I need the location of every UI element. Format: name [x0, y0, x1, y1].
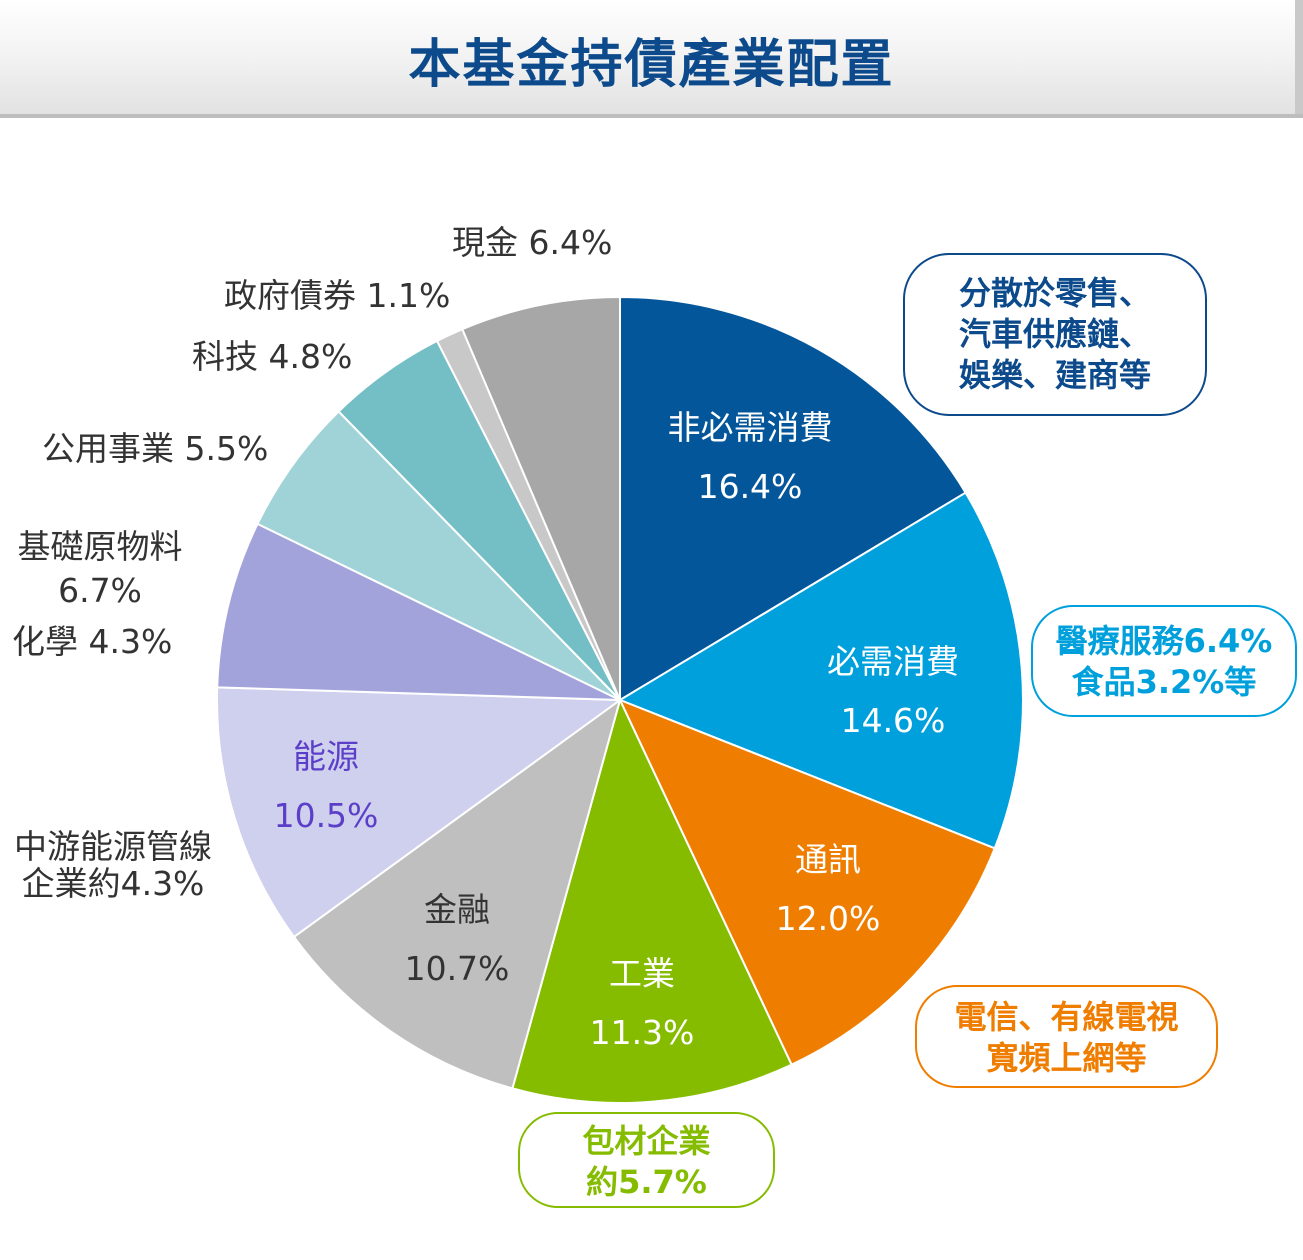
slice-pct-government: 1.1% [366, 276, 451, 315]
slice-label-financials: 金融 10.7% [405, 893, 510, 985]
pie-slice-consumer-staples [619, 491, 1024, 850]
slice-pct-financials: 10.7% [404, 949, 510, 988]
slice-name-telecom: 通訊 [795, 840, 861, 879]
callout-telecom-line-1: 電信、有線電視 [954, 998, 1179, 1036]
callout-consumer-disc-line-3: 娛樂、建商等 [958, 356, 1151, 394]
slice-pct-energy: 10.5% [273, 796, 379, 835]
slice-pct-consumer-disc: 16.4% [697, 467, 803, 506]
slice-pct-utilities: 5.5% [184, 429, 269, 468]
slice-name-technology: 科技 [192, 337, 258, 376]
pie-slice-energy [216, 686, 621, 938]
slice-label-energy: 能源 10.5% [274, 740, 379, 832]
slice-name-materials: 基礎原物料 [17, 527, 183, 566]
midstream-line-1: 中游能源管線 [14, 827, 212, 866]
slice-label-industrials: 工業 11.3% [590, 957, 695, 1049]
slice-pct-telecom: 12.0% [775, 899, 881, 938]
slice-pct-materials: 6.7% [58, 571, 142, 610]
banner-shadow [1295, 0, 1303, 114]
slice-name-consumer-staples: 必需消費 [827, 642, 959, 681]
callout-consumer-staples: 醫療服務6.4% 食品3.2%等 [1031, 605, 1297, 717]
slice-name-utilities: 公用事業 [42, 429, 174, 468]
callout-industrials-line-2: 約5.7% [586, 1163, 707, 1201]
callout-industrials-line-1: 包材企業 [582, 1122, 711, 1160]
slice-name-financials: 金融 [424, 890, 490, 929]
chart-title: 本基金持債產業配置 [408, 35, 895, 95]
chemicals-label: 化學 4.3% [12, 622, 173, 661]
slice-pct-consumer-staples: 14.6% [840, 701, 946, 740]
callout-consumer-disc-line-1: 分散於零售、 [958, 274, 1151, 312]
callout-telecom-line-2: 寬頻上網等 [986, 1039, 1147, 1077]
pie-slice-financials [292, 699, 621, 1090]
pie-slice-consumer-disc [619, 296, 967, 701]
slice-label-cash: 現金 6.4% [452, 226, 612, 259]
slice-pct-cash: 6.4% [528, 223, 613, 262]
pie-slice-materials [216, 522, 621, 701]
slice-label-telecom: 通訊 12.0% [776, 843, 881, 935]
slice-name-cash: 現金 [452, 223, 518, 262]
pie-slice-utilities [256, 410, 621, 701]
callout-consumer-staples-line-1: 醫療服務6.4% [1055, 622, 1273, 660]
callout-industrials: 包材企業 約5.7% [518, 1112, 775, 1208]
callout-consumer-staples-line-2: 食品3.2%等 [1071, 663, 1257, 701]
callout-telecom: 電信、有線電視 寬頻上網等 [915, 985, 1218, 1088]
slice-pct-industrials: 11.3% [589, 1013, 695, 1052]
pie-slice-telecom [619, 699, 996, 1066]
slice-name-government: 政府債券 [224, 276, 356, 315]
midstream-line-2: 企業約4.3% [21, 864, 205, 903]
midstream-label: 中游能源管線 企業約4.3% [8, 830, 218, 900]
slice-label-technology: 科技 4.8% [192, 340, 352, 373]
slice-label-materials: 基礎原物料 6.7% [12, 530, 188, 607]
slice-pct-technology: 4.8% [268, 337, 353, 376]
pie-slice-industrials [511, 699, 793, 1104]
slice-label-government: 政府債券 1.1% [224, 279, 450, 312]
slice-name-industrials: 工業 [609, 954, 675, 993]
slice-name-energy: 能源 [293, 737, 359, 776]
callout-consumer-disc-line-2: 汽車供應鏈、 [958, 315, 1151, 353]
slice-label-consumer-staples: 必需消費 14.6% [827, 645, 959, 737]
pie-slice-cash [461, 296, 621, 701]
slice-label-consumer-disc: 非必需消費 16.4% [668, 411, 833, 503]
title-banner: 本基金持債產業配置 [0, 0, 1303, 118]
slice-name-consumer-disc: 非必需消費 [667, 408, 833, 447]
callout-consumer-disc: 分散於零售、 汽車供應鏈、 娛樂、建商等 [903, 253, 1207, 416]
slice-label-utilities: 公用事業 5.5% [42, 432, 268, 465]
